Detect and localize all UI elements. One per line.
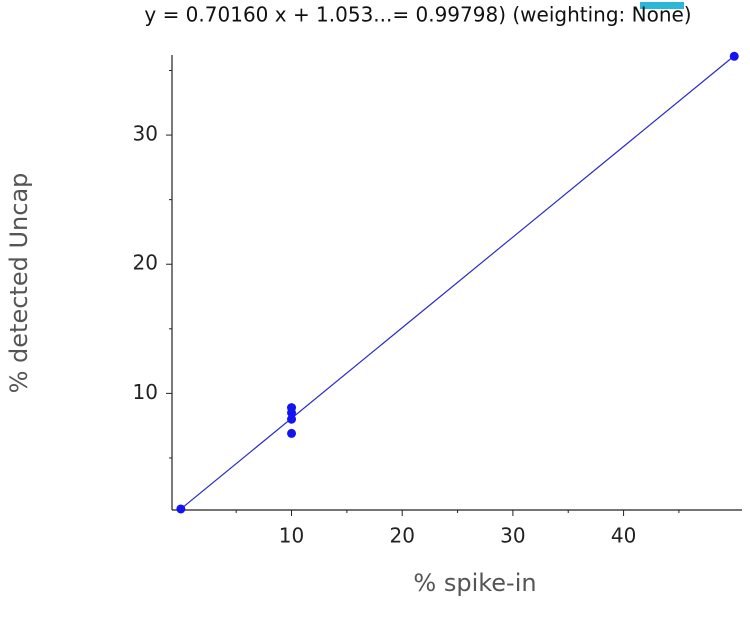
- y-tick-label: 30: [133, 122, 158, 146]
- y-axis-title: % detected Uncap: [5, 173, 33, 394]
- highlight: [640, 2, 684, 9]
- point: [287, 414, 297, 424]
- point: [287, 408, 297, 418]
- point: [729, 51, 739, 61]
- fit-line: [180, 55, 735, 510]
- chart-title: y = 0.70160 x + 1.053...= 0.99798) (weig…: [144, 3, 691, 27]
- x-tick-label: 40: [611, 524, 636, 548]
- point: [287, 428, 297, 438]
- point: [176, 504, 186, 514]
- y-tick-label: 20: [133, 251, 158, 275]
- x-tick-label: 10: [279, 524, 304, 548]
- x-tick-label: 30: [500, 524, 525, 548]
- x-tick-label: 20: [389, 524, 414, 548]
- x-axis-title: % spike-in: [413, 569, 536, 597]
- y-tick-label: 10: [133, 380, 158, 404]
